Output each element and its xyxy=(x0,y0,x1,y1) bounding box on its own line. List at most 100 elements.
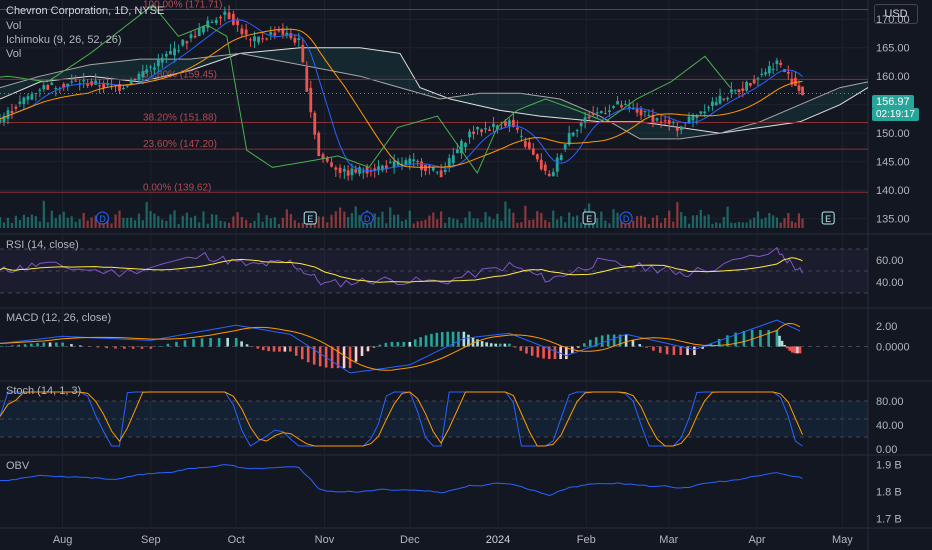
macd-histogram-bar xyxy=(658,346,662,353)
macd-histogram-bar xyxy=(114,346,117,349)
rsi-label[interactable]: RSI (14, close) xyxy=(6,239,79,251)
candle-body xyxy=(66,83,70,87)
candle-body xyxy=(86,84,90,86)
volume-bar xyxy=(528,220,531,228)
volume-bar xyxy=(400,221,404,228)
candle-body xyxy=(249,39,252,41)
macd-histogram-bar xyxy=(767,329,770,347)
candle-body xyxy=(26,96,30,100)
macd-histogram-bar xyxy=(631,339,635,347)
macd-histogram-bar xyxy=(330,346,334,369)
candle-body xyxy=(285,32,289,36)
volume-bar xyxy=(389,207,392,228)
volume-bar xyxy=(536,211,539,228)
macd-histogram-bar xyxy=(183,340,187,347)
candle-body xyxy=(297,38,301,40)
vol-label-2[interactable]: Vol xyxy=(6,48,22,60)
macd-histogram-bar xyxy=(582,343,586,347)
stoch-d-line xyxy=(0,391,803,447)
currency-button[interactable]: USD xyxy=(874,4,918,24)
macd-histogram-bar xyxy=(793,346,797,354)
candle-body xyxy=(141,71,145,78)
volume-bar xyxy=(82,212,85,228)
macd-histogram-bar xyxy=(424,335,428,347)
obv-label[interactable]: OBV xyxy=(6,460,30,472)
candle-body xyxy=(737,89,741,93)
volume-bar xyxy=(285,209,288,228)
macd-histogram-bar xyxy=(278,346,281,352)
macd-histogram-bar xyxy=(783,344,786,347)
macd-histogram-bar xyxy=(618,334,622,347)
macd-histogram-bar xyxy=(123,346,126,349)
candle-body xyxy=(752,79,756,84)
macd-histogram-bar xyxy=(256,346,260,349)
obv-axis-tick: 1.7 B xyxy=(876,514,902,526)
macd-histogram-bar xyxy=(775,329,779,347)
volume-bar xyxy=(189,217,193,228)
macd-histogram-bar xyxy=(175,341,178,347)
candle-body xyxy=(361,171,365,173)
volume-bar xyxy=(343,211,346,228)
candle-body xyxy=(420,161,423,171)
macd-histogram-bar xyxy=(42,342,46,347)
volume-bar xyxy=(210,214,214,228)
candle-body xyxy=(177,50,181,52)
price-axis-tick: 150.00 xyxy=(876,128,910,140)
macd-histogram-bar xyxy=(503,343,507,347)
volume-bar xyxy=(580,222,583,228)
macd-histogram-bar xyxy=(240,341,243,347)
rsi-ma-line xyxy=(0,257,803,283)
macd-histogram-bar xyxy=(798,346,802,354)
volume-bar xyxy=(293,220,296,228)
earnings-marker xyxy=(821,211,835,225)
macd-histogram-bar xyxy=(600,335,604,347)
volume-bar xyxy=(753,217,756,228)
macd-histogram-bar xyxy=(686,346,689,356)
volume-bar xyxy=(651,217,655,228)
stoch-label[interactable]: Stoch (14, 1, 3) xyxy=(6,385,82,397)
candle-body xyxy=(535,154,539,160)
vol-label[interactable]: Vol xyxy=(6,20,22,32)
volume-bar xyxy=(289,213,292,228)
candle-body xyxy=(412,159,416,162)
macd-histogram-bar xyxy=(384,342,388,347)
volume-bar xyxy=(612,209,615,228)
candle-body xyxy=(741,88,745,91)
volume-bar xyxy=(350,212,354,228)
macd-histogram-bar xyxy=(11,345,14,347)
volume-bar xyxy=(428,215,431,228)
volume-bar xyxy=(532,219,535,228)
ichimoku-span-a xyxy=(0,47,869,134)
candle-body xyxy=(0,119,2,123)
macd-histogram-bar xyxy=(553,346,557,360)
candle-body xyxy=(492,123,495,127)
volume-bar xyxy=(38,221,41,228)
volume-bar xyxy=(672,221,675,228)
volume-bar xyxy=(460,223,463,228)
countdown-tag: 02:19:17 xyxy=(872,108,919,121)
ichimoku-label[interactable]: Ichimoku (9, 26, 52, 26) xyxy=(6,34,122,46)
volume-bar xyxy=(676,202,679,228)
candle-body xyxy=(149,66,152,68)
volume-bar xyxy=(30,214,33,228)
volume-bar xyxy=(730,222,733,228)
volume-bar xyxy=(269,218,272,228)
volume-bar xyxy=(34,216,37,228)
stoch-k-line xyxy=(0,391,803,447)
candle-body xyxy=(726,97,730,100)
fib-level-label: 100.00% (171.71) xyxy=(143,0,223,11)
volume-bar xyxy=(321,216,325,228)
candle-body xyxy=(595,112,599,114)
macd-histogram-bar xyxy=(679,346,683,356)
candle-body xyxy=(156,59,160,67)
volume-bar xyxy=(393,214,396,228)
volume-bar xyxy=(680,212,683,228)
candle-body xyxy=(22,97,26,104)
macd-label[interactable]: MACD (12, 26, close) xyxy=(6,312,112,324)
rsi-axis-tick: 40.00 xyxy=(876,277,904,289)
macd-histogram-bar xyxy=(709,343,713,347)
macd-histogram-bar xyxy=(23,344,27,347)
macd-histogram-bar xyxy=(467,334,470,347)
volume-bar xyxy=(484,212,487,228)
